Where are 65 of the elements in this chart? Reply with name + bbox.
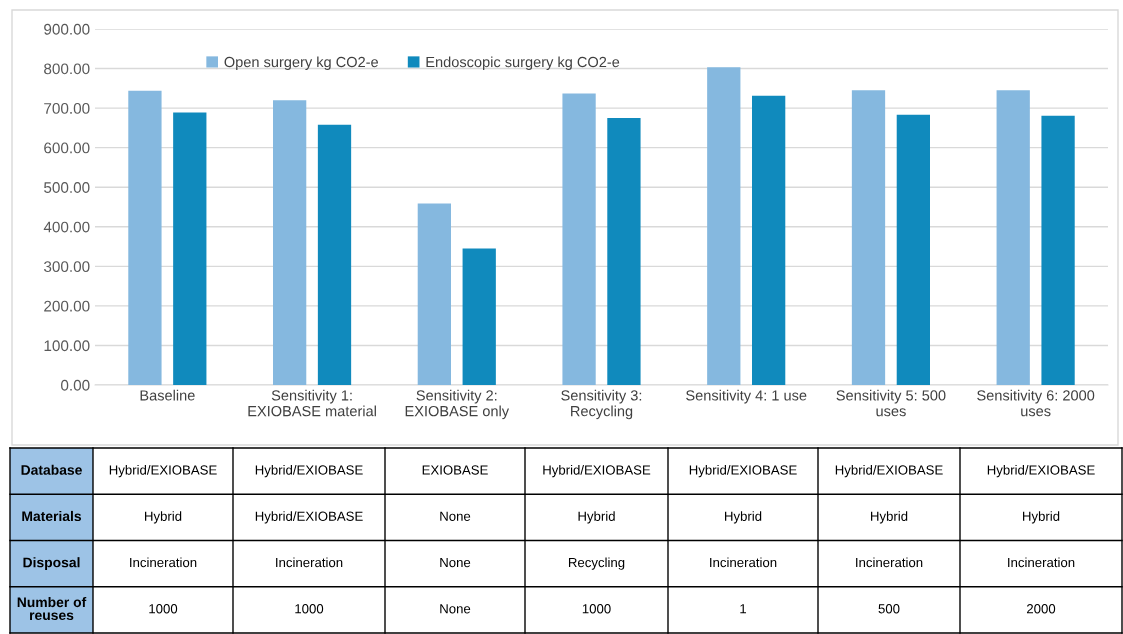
bar: [562, 93, 596, 385]
x-tick-label: Sensitivity 6: 2000 uses: [977, 389, 1095, 417]
text: Hybrid/EXIOBASE: [835, 464, 943, 478]
y-tick-label: 200.00: [44, 300, 90, 312]
text: Hybrid: [145, 511, 182, 524]
bar: [996, 90, 1030, 385]
y-tick-label: 800.00: [44, 63, 90, 75]
y-tick-label: 900.00: [44, 23, 90, 35]
text: Hybrid/EXIOBASE: [987, 464, 1095, 478]
x-tick-label: Sensitivity 4: 1 use: [686, 389, 807, 404]
legend-label: Endoscopic surgery kg CO2-e: [426, 56, 620, 71]
text: Hybrid/EXIOBASE: [255, 511, 363, 524]
bar: [1041, 115, 1075, 385]
text: 500: [878, 604, 900, 614]
text: None: [440, 511, 471, 521]
text: Hybrid/EXIOBASE: [109, 464, 217, 478]
text: Incineration: [856, 557, 923, 568]
text: Hybrid: [725, 511, 762, 524]
bar: [752, 95, 786, 385]
text: Hybrid/EXIOBASE: [689, 464, 797, 478]
text: EXIOBASE: [422, 465, 488, 475]
text: Hybrid/EXIOBASE: [255, 464, 363, 478]
text: Disposal: [23, 557, 80, 571]
x-tick-label: Sensitivity 3: Recycling: [561, 389, 642, 420]
bar: [462, 248, 496, 385]
text: Incineration: [1008, 557, 1075, 568]
text: Recycling: [568, 557, 625, 570]
bar: [707, 67, 741, 385]
y-tick-label: 700.00: [44, 102, 90, 114]
text: Incineration: [710, 557, 777, 568]
bar: [417, 203, 451, 385]
text: 1000: [149, 604, 178, 614]
y-tick-label: 300.00: [44, 261, 90, 273]
bar: [128, 90, 162, 385]
text: 1000: [582, 604, 611, 614]
x-tick-label: Baseline: [140, 389, 195, 401]
bar: [896, 114, 930, 385]
x-tick-label: Sensitivity 1: EXIOBASE material: [248, 389, 376, 417]
y-tick-label: 500.00: [44, 182, 90, 193]
text: Incineration: [130, 557, 197, 568]
y-tick-label: 400.00: [43, 221, 90, 233]
bar: [607, 118, 641, 385]
bar: [317, 124, 352, 385]
legend-label: Open surgery kg CO2-e: [224, 56, 378, 71]
text: None: [440, 557, 471, 568]
y-tick-label: 100.00: [44, 340, 90, 352]
text: Database: [21, 464, 82, 475]
x-tick-label: Sensitivity 5: 500 uses: [836, 389, 946, 417]
bar: [173, 112, 207, 385]
bar: [851, 90, 886, 385]
y-tick-label: 600.00: [44, 142, 90, 154]
text: Incineration: [276, 557, 343, 568]
text: 1: [740, 604, 747, 614]
text: Hybrid: [871, 511, 908, 524]
text: 2000: [1026, 604, 1056, 614]
text: Hybrid/EXIOBASE: [543, 464, 651, 478]
y-tick-label: 0.00: [61, 379, 90, 391]
text: Hybrid: [1023, 511, 1060, 524]
bar: [273, 100, 307, 385]
text: Materials: [22, 510, 82, 522]
x-tick-label: Sensitivity 2: EXIOBASE only: [405, 389, 510, 420]
text: None: [440, 604, 471, 614]
text: Number of reuses: [17, 596, 87, 621]
text: 1000: [295, 604, 324, 614]
text: Hybrid: [578, 511, 615, 524]
